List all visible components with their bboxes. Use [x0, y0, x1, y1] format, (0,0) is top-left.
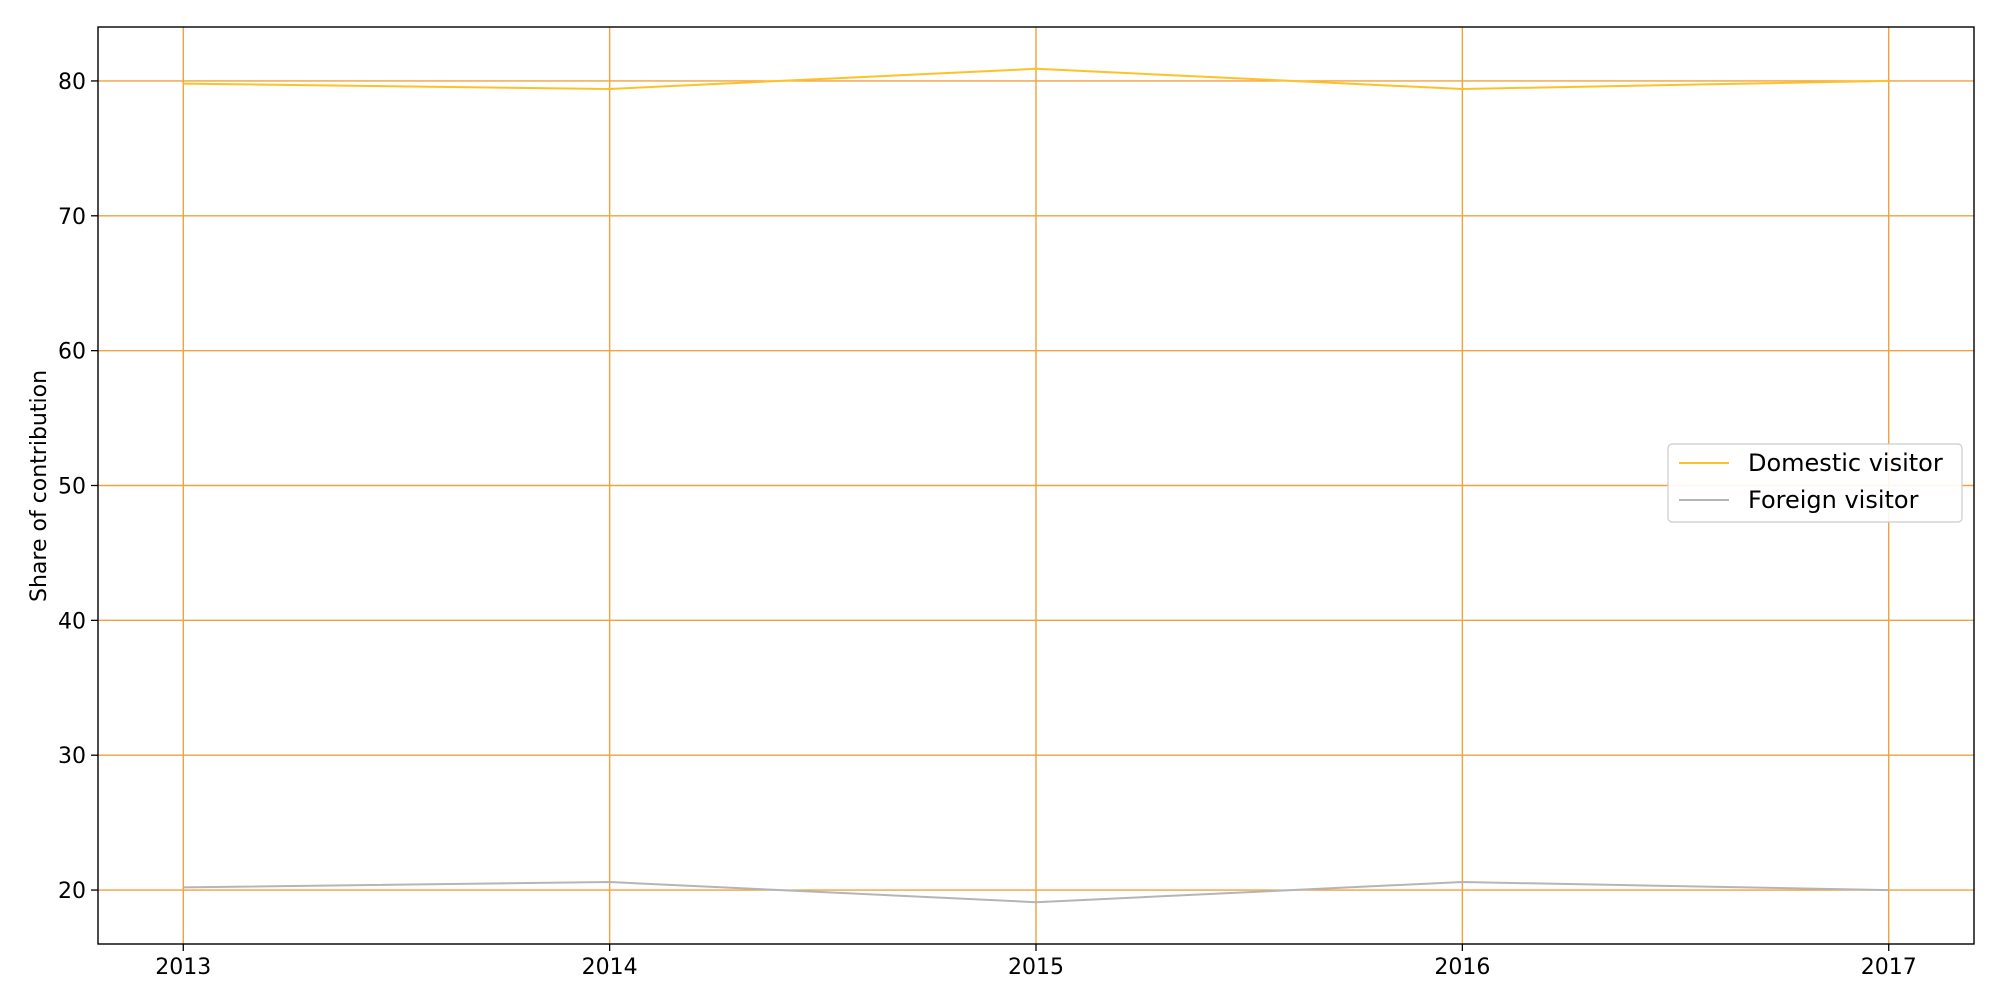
y-tick-label: 30 [58, 744, 86, 769]
series-line-foreign-visitor [183, 881, 1889, 904]
legend-box [1667, 443, 1963, 523]
grid [98, 27, 1974, 944]
x-tick-label: 2017 [1861, 955, 1917, 980]
y-tick-label: 50 [58, 475, 86, 500]
x-tick-label: 2015 [1008, 955, 1064, 980]
y-tick-label: 80 [58, 70, 86, 95]
series-line-domestic-visitor [183, 67, 1889, 90]
x-axis: 2013 2014 2015 2016 2017 [155, 944, 1917, 980]
legend-label: Domestic visitor [1748, 449, 1943, 477]
legend-label: Foreign visitor [1748, 486, 1919, 514]
y-tick-label: 60 [58, 340, 86, 365]
series-lines [183, 67, 1889, 904]
x-tick-label: 2016 [1434, 955, 1490, 980]
y-axis: 20 30 40 50 60 70 80 [58, 70, 98, 904]
y-tick-label: 20 [58, 879, 86, 904]
x-tick-label: 2014 [582, 955, 638, 980]
y-axis-title: Share of contribution [27, 370, 52, 602]
y-tick-label: 70 [58, 205, 86, 230]
y-tick-label: 40 [58, 609, 86, 634]
x-tick-label: 2013 [155, 955, 211, 980]
legend: Domestic visitor Foreign visitor [1667, 443, 1963, 523]
